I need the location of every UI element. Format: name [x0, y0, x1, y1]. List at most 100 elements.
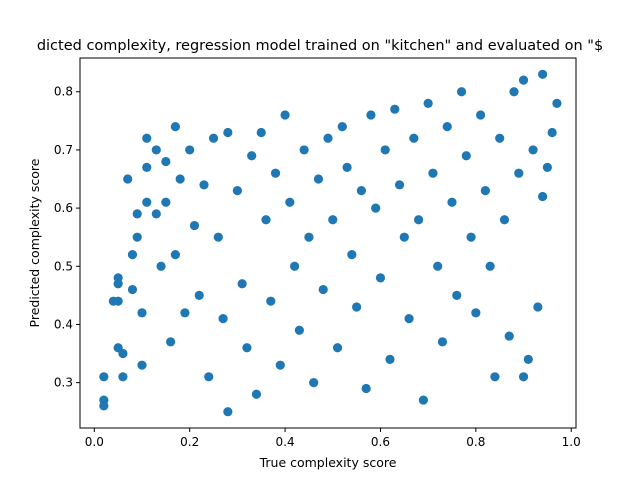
x-tick-label: 0.6 — [371, 435, 390, 449]
scatter-point — [547, 127, 557, 138]
y-tick-label: 0.3 — [54, 376, 73, 390]
scatter-point — [423, 98, 433, 108]
scatter-point — [366, 110, 376, 120]
scatter-point — [170, 250, 180, 260]
scatter-point — [261, 215, 271, 225]
scatter-point — [208, 133, 219, 143]
scatter-point — [456, 87, 467, 97]
scatter-point — [404, 314, 414, 324]
scatter-point — [490, 372, 500, 382]
scatter-point — [390, 104, 400, 114]
scatter-point — [256, 127, 266, 138]
scatter-point — [123, 174, 133, 184]
scatter-point — [504, 331, 514, 341]
scatter-point — [428, 168, 438, 178]
scatter-point — [118, 372, 128, 382]
scatter-point — [461, 151, 471, 161]
scatter-point — [113, 296, 123, 306]
scatter-point — [142, 197, 152, 207]
scatter-point — [518, 372, 529, 382]
chart-title: dicted complexity, regression model trai… — [37, 38, 603, 54]
scatter-point — [380, 145, 390, 155]
scatter-point — [542, 162, 552, 172]
scatter-point — [442, 122, 452, 132]
y-tick-label: 0.7 — [54, 143, 73, 157]
plot-frame — [79, 57, 577, 429]
scatter-point — [247, 151, 257, 161]
scatter-point — [352, 302, 362, 312]
scatter-point — [447, 197, 457, 207]
scatter-point — [194, 290, 204, 300]
y-tick-label: 0.6 — [54, 201, 73, 215]
scatter-point — [204, 372, 214, 382]
scatter-point — [175, 174, 185, 184]
scatter-point — [552, 98, 562, 108]
scatter-point — [538, 191, 548, 202]
scatter-point — [132, 232, 142, 242]
scatter-point — [137, 308, 147, 318]
scatter-point — [538, 69, 548, 79]
scatter-point — [137, 360, 147, 370]
scatter-point — [418, 395, 428, 405]
scatter-point — [223, 407, 233, 417]
scatter-point — [323, 133, 333, 143]
scatter-point — [251, 389, 262, 399]
scatter-point — [304, 232, 314, 242]
scatter-point — [142, 162, 152, 172]
scatter-point — [156, 261, 166, 271]
scatter-point — [166, 337, 176, 347]
scatter-points — [99, 69, 562, 417]
x-tick-label: 0.8 — [466, 435, 485, 449]
scatter-point — [180, 308, 190, 318]
scatter-point — [127, 284, 138, 295]
scatter-point — [318, 284, 328, 295]
y-tick-label: 0.5 — [54, 259, 73, 273]
scatter-point — [452, 290, 462, 300]
y-tick-label: 0.8 — [54, 85, 73, 99]
scatter-point — [518, 75, 529, 85]
scatter-point — [361, 383, 371, 394]
scatter-point — [199, 180, 209, 190]
scatter-point — [242, 343, 252, 353]
scatter-point — [161, 197, 171, 207]
scatter-point — [328, 215, 338, 225]
scatter-point — [151, 145, 161, 155]
scatter-point — [499, 215, 510, 225]
scatter-point — [523, 354, 533, 364]
scatter-point — [332, 343, 343, 353]
scatter-point — [294, 325, 304, 335]
scatter-point — [132, 209, 142, 219]
scatter-point — [299, 145, 309, 155]
scatter-point — [170, 122, 180, 132]
scatter-point — [127, 250, 138, 260]
scatter-point — [385, 354, 395, 364]
scatter-point — [223, 127, 233, 138]
scatter-point — [375, 273, 386, 283]
scatter-point — [161, 156, 171, 167]
scatter-point — [509, 87, 519, 97]
scatter-point — [151, 209, 161, 219]
y-tick-label: 0.4 — [54, 317, 73, 331]
scatter-point — [290, 261, 300, 271]
scatter-point — [337, 122, 347, 132]
scatter-point — [437, 337, 448, 347]
scatter-point — [142, 133, 152, 143]
scatter-point — [280, 110, 290, 120]
scatter-point — [309, 378, 319, 388]
scatter-point — [185, 145, 195, 155]
scatter-point — [237, 279, 247, 289]
x-tick-label: 0.2 — [180, 435, 199, 449]
scatter-point — [118, 348, 128, 359]
scatter-point — [313, 174, 324, 184]
scatter-point — [394, 180, 405, 190]
scatter-point — [232, 186, 242, 196]
scatter-point — [371, 203, 381, 213]
scatter-point — [476, 110, 486, 120]
x-tick-label: 0.4 — [276, 435, 295, 449]
scatter-point — [285, 197, 295, 207]
scatter-point — [533, 302, 543, 312]
scatter-point — [356, 186, 366, 196]
y-axis-label: Predicted complexity score — [27, 158, 42, 327]
scatter-point — [99, 401, 109, 411]
